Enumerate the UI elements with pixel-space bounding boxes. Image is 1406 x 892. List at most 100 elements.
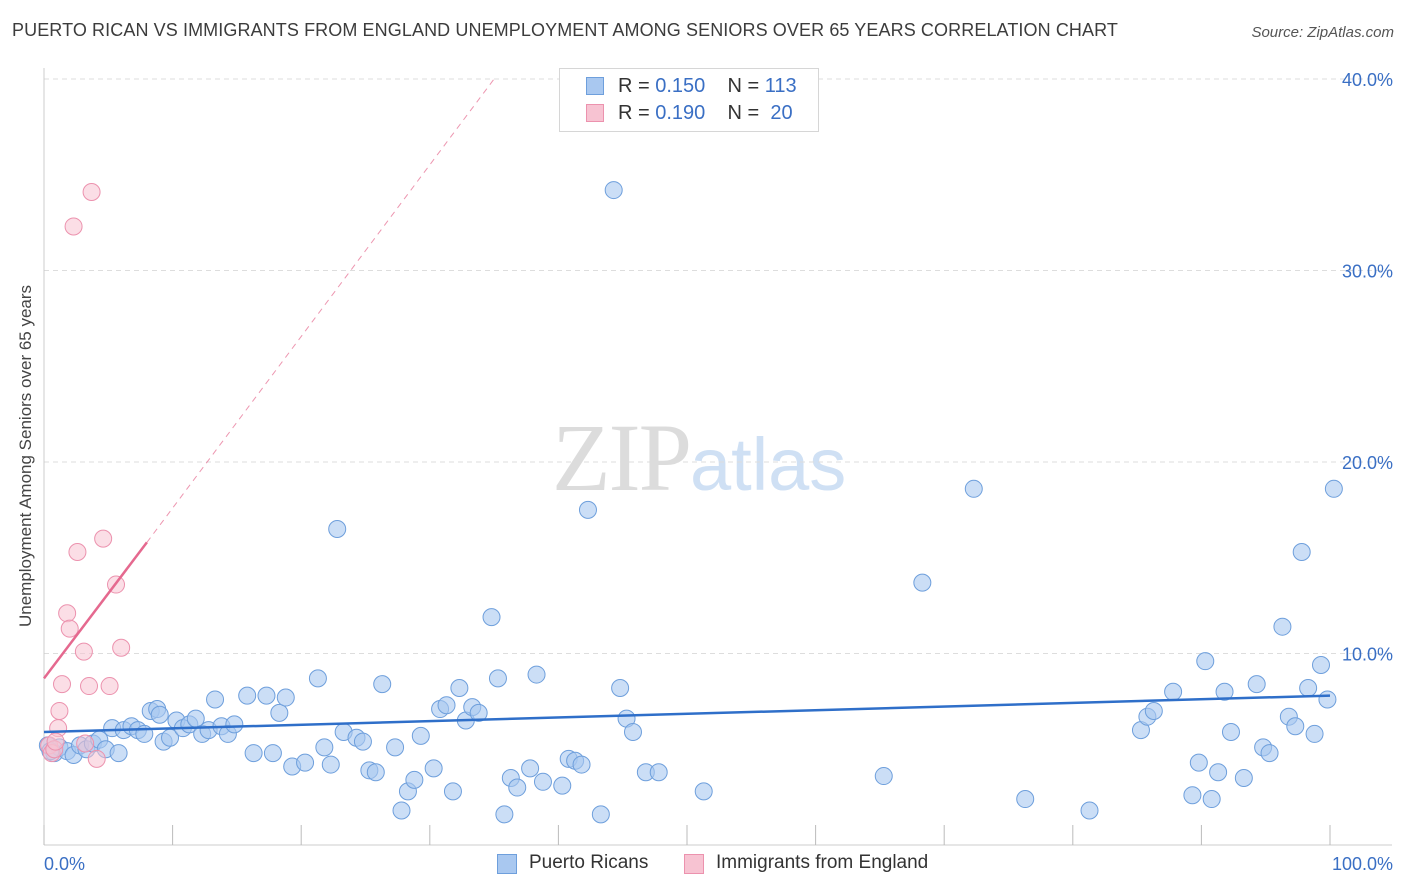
data-point-puerto-ricans <box>450 678 469 697</box>
data-point-immigrants-england <box>53 675 72 694</box>
data-point-puerto-ricans <box>1305 724 1324 743</box>
data-point-immigrants-england <box>74 642 93 661</box>
data-point-puerto-ricans <box>373 675 392 694</box>
data-point-puerto-ricans <box>257 686 276 705</box>
data-point-puerto-ricans <box>1299 678 1318 697</box>
data-point-puerto-ricans <box>206 690 225 709</box>
data-point-puerto-ricans <box>1183 786 1202 805</box>
data-point-puerto-ricans <box>386 738 405 757</box>
n-label: N = <box>727 102 760 124</box>
data-point-puerto-ricans <box>578 500 597 519</box>
data-point-puerto-ricans <box>411 726 430 745</box>
data-point-puerto-ricans <box>649 763 668 782</box>
r-label: R = <box>618 75 650 97</box>
legend-label: Puerto Ricans <box>529 852 649 873</box>
data-point-puerto-ricans <box>495 805 514 824</box>
data-point-puerto-ricans <box>533 772 552 791</box>
n-value: 113 <box>764 75 797 97</box>
data-point-immigrants-england <box>112 638 131 657</box>
source-credit: Source: ZipAtlas.com <box>1251 24 1394 41</box>
data-point-puerto-ricans <box>1324 479 1343 498</box>
data-point-immigrants-england <box>64 217 83 236</box>
data-point-immigrants-england <box>60 619 79 638</box>
data-point-puerto-ricans <box>1144 701 1163 720</box>
data-point-puerto-ricans <box>437 696 456 715</box>
legend-label: Immigrants from England <box>716 852 929 873</box>
data-point-puerto-ricans <box>1260 744 1279 763</box>
data-point-puerto-ricans <box>443 782 462 801</box>
data-point-puerto-ricans <box>405 770 424 789</box>
data-point-puerto-ricans <box>270 703 289 722</box>
watermark-zip: ZIP <box>552 404 692 511</box>
y-axis-label: Unemployment Among Seniors over 65 years <box>16 284 35 628</box>
data-point-puerto-ricans <box>694 782 713 801</box>
data-point-puerto-ricans <box>276 688 295 707</box>
data-point-puerto-ricans <box>1273 617 1292 636</box>
data-point-puerto-ricans <box>553 776 572 795</box>
data-point-puerto-ricans <box>1221 723 1240 742</box>
data-point-immigrants-england <box>80 677 99 696</box>
data-point-puerto-ricans <box>527 665 546 684</box>
data-point-puerto-ricans <box>572 755 591 774</box>
data-point-puerto-ricans <box>913 573 932 592</box>
data-point-puerto-ricans <box>1292 543 1311 562</box>
r-label: R = <box>618 102 650 124</box>
r-value: 0.190 <box>655 102 706 124</box>
y-tick-label: 40.0% <box>1342 70 1393 90</box>
data-point-puerto-ricans <box>604 181 623 200</box>
trend-line-puerto-ricans <box>43 694 1331 734</box>
data-point-puerto-ricans <box>321 755 340 774</box>
data-point-puerto-ricans <box>1311 655 1330 674</box>
legend-swatch-pink <box>586 104 604 122</box>
data-point-puerto-ricans <box>308 669 327 688</box>
data-point-puerto-ricans <box>263 744 282 763</box>
data-point-puerto-ricans <box>623 723 642 742</box>
data-point-puerto-ricans <box>424 759 443 778</box>
data-point-puerto-ricans <box>1202 790 1221 809</box>
data-point-immigrants-england <box>68 543 87 562</box>
data-point-puerto-ricans <box>469 703 488 722</box>
watermark-atlas: atlas <box>690 423 847 506</box>
data-point-puerto-ricans <box>964 479 983 498</box>
legend-swatch-blue <box>586 77 604 95</box>
n-label: N = <box>727 75 760 97</box>
r-value: 0.150 <box>655 75 706 97</box>
data-point-immigrants-england <box>76 734 95 753</box>
data-point-puerto-ricans <box>244 744 263 763</box>
data-point-puerto-ricans <box>109 744 128 763</box>
data-point-puerto-ricans <box>1164 682 1183 701</box>
data-point-puerto-ricans <box>296 753 315 772</box>
data-point-puerto-ricans <box>1247 675 1266 694</box>
data-point-puerto-ricans <box>315 738 334 757</box>
data-point-immigrants-england <box>87 749 106 768</box>
data-point-puerto-ricans <box>1189 753 1208 772</box>
data-point-puerto-ricans <box>366 763 385 782</box>
data-point-puerto-ricans <box>611 678 630 697</box>
chart-title: PUERTO RICAN VS IMMIGRANTS FROM ENGLAND … <box>12 20 1118 40</box>
x-tick-label-max: 100.0% <box>1332 854 1393 874</box>
data-point-puerto-ricans <box>328 520 347 539</box>
data-point-puerto-ricans <box>1196 652 1215 671</box>
data-point-puerto-ricans <box>488 669 507 688</box>
x-tick-label-min: 0.0% <box>44 854 85 874</box>
n-value: 20 <box>770 102 793 124</box>
trend-line-extension-immigrants-england <box>146 78 495 543</box>
data-point-puerto-ricans <box>874 767 893 786</box>
data-point-puerto-ricans <box>225 715 244 734</box>
watermark: ZIPatlas <box>552 402 846 513</box>
data-point-immigrants-england <box>94 529 113 548</box>
data-point-immigrants-england <box>46 732 65 751</box>
data-point-puerto-ricans <box>508 778 527 797</box>
legend-swatch-blue <box>497 854 517 874</box>
data-point-puerto-ricans <box>1286 717 1305 736</box>
data-point-puerto-ricans <box>482 608 501 627</box>
data-point-immigrants-england <box>100 677 119 696</box>
data-point-puerto-ricans <box>1080 801 1099 820</box>
data-point-immigrants-england <box>82 182 101 201</box>
data-point-puerto-ricans <box>150 705 169 724</box>
data-point-puerto-ricans <box>521 759 540 778</box>
y-tick-label: 20.0% <box>1342 453 1393 473</box>
data-point-puerto-ricans <box>1234 768 1253 787</box>
y-tick-label: 30.0% <box>1342 262 1393 282</box>
